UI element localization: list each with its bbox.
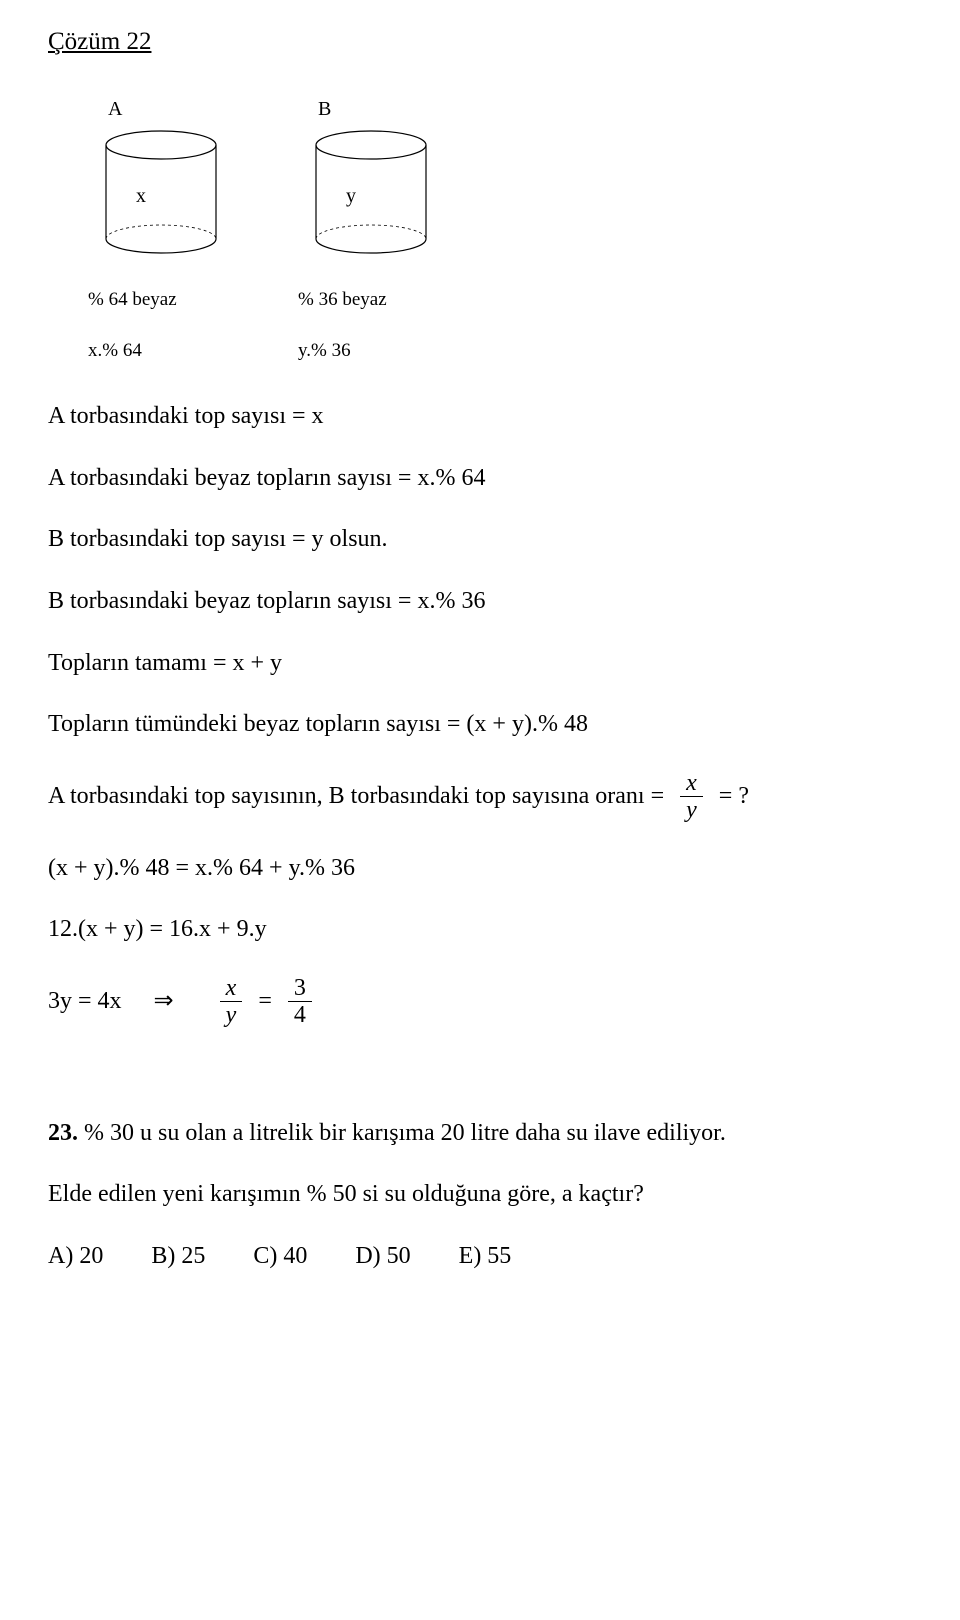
question-line-1: 23. % 30 u su olan a litrelik bir karışı…: [48, 1117, 912, 1151]
question-line-2: Elde edilen yeni karışımın % 50 si su ol…: [48, 1178, 912, 1212]
frac-34-den: 4: [288, 1002, 312, 1028]
xpct: x.% 64: [88, 338, 208, 365]
line-7-prefix: A torbasındaki top sayısının, B torbasın…: [48, 780, 664, 814]
line-5: Topların tamamı = x + y: [48, 647, 912, 681]
line-7: A torbasındaki top sayısının, B torbasın…: [48, 770, 912, 824]
line-6: Topların tümündeki beyaz topların sayısı…: [48, 708, 912, 742]
choice-c: C) 40: [253, 1240, 307, 1274]
line-10-lhs: 3y = 4x: [48, 985, 122, 1019]
answer-choices: A) 20 B) 25 C) 40 D) 50 E) 55: [48, 1240, 912, 1274]
line-7-suffix: = ?: [719, 780, 749, 814]
solution-title: Çözüm 22: [48, 24, 912, 59]
frac-xy-num: x: [680, 770, 703, 797]
cylinder-a-block: A x: [96, 95, 226, 267]
line-2: A torbasındaki beyaz topların sayısı = x…: [48, 462, 912, 496]
question-text-1: % 30 u su olan a litrelik bir karışıma 2…: [78, 1120, 726, 1146]
beyaz-row: % 64 beyaz % 36 beyaz: [88, 287, 912, 314]
cylinders-row: A x B y: [96, 95, 912, 267]
choice-e: E) 55: [459, 1240, 512, 1274]
choice-d: D) 50: [355, 1240, 410, 1274]
frac-3-over-4: 3 4: [288, 975, 312, 1029]
equals-sign: =: [258, 985, 272, 1019]
cylinder-a-var: x: [136, 185, 146, 207]
choice-b: B) 25: [151, 1240, 205, 1274]
frac-34-num: 3: [288, 975, 312, 1002]
cylinder-b-svg: y: [306, 127, 436, 267]
line-10: 3y = 4x ⇒ x y = 3 4: [48, 975, 912, 1029]
line-9: 12.(x + y) = 16.x + 9.y: [48, 913, 912, 947]
ypct: y.% 36: [298, 338, 418, 365]
frac-xy-den: y: [680, 797, 703, 823]
cylinder-a-label: A: [108, 95, 122, 123]
choice-a: A) 20: [48, 1240, 103, 1274]
cylinders-figure: A x B y % 64 beyaz % 36 beyaz: [48, 95, 912, 364]
implies-arrow: ⇒: [154, 985, 174, 1019]
cylinder-b-var: y: [346, 185, 356, 207]
beyaz-b: % 36 beyaz: [298, 287, 418, 314]
frac-x-over-y: x y: [680, 770, 703, 824]
line-4: B torbasındaki beyaz topların sayısı = x…: [48, 585, 912, 619]
pct-row: x.% 64 y.% 36: [88, 338, 912, 365]
frac-xy-num-2: x: [220, 975, 243, 1002]
line-3: B torbasındaki top sayısı = y olsun.: [48, 523, 912, 557]
line-8: (x + y).% 48 = x.% 64 + y.% 36: [48, 852, 912, 886]
frac-x-over-y-2: x y: [220, 975, 243, 1029]
cylinder-b-block: B y: [306, 95, 436, 267]
cylinder-a-svg: x: [96, 127, 226, 267]
frac-xy-den-2: y: [220, 1002, 243, 1028]
cylinder-b-label: B: [318, 95, 331, 123]
question-number: 23.: [48, 1120, 78, 1146]
beyaz-a: % 64 beyaz: [88, 287, 208, 314]
line-1: A torbasındaki top sayısı = x: [48, 400, 912, 434]
